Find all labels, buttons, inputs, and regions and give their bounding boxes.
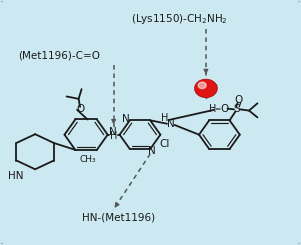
Circle shape bbox=[194, 79, 217, 98]
Text: N: N bbox=[148, 147, 156, 157]
Text: (Lys1150)-CH$_2$NH$_2$: (Lys1150)-CH$_2$NH$_2$ bbox=[131, 12, 227, 26]
Text: H: H bbox=[161, 113, 169, 123]
Text: HN: HN bbox=[8, 171, 23, 181]
Text: N: N bbox=[109, 126, 117, 136]
Circle shape bbox=[198, 82, 206, 89]
Text: O: O bbox=[220, 104, 229, 114]
Text: (Met1196)-C=O: (Met1196)-C=O bbox=[18, 50, 100, 61]
Text: CH₃: CH₃ bbox=[79, 155, 96, 164]
Text: N: N bbox=[122, 114, 130, 124]
Text: O: O bbox=[76, 104, 84, 114]
Text: N: N bbox=[167, 119, 175, 129]
Text: HN-(Met1196): HN-(Met1196) bbox=[82, 213, 156, 223]
Text: S: S bbox=[234, 104, 240, 114]
Text: H: H bbox=[209, 104, 216, 114]
Text: O: O bbox=[234, 95, 243, 105]
Text: H: H bbox=[110, 131, 118, 141]
Text: Cl: Cl bbox=[160, 139, 170, 149]
